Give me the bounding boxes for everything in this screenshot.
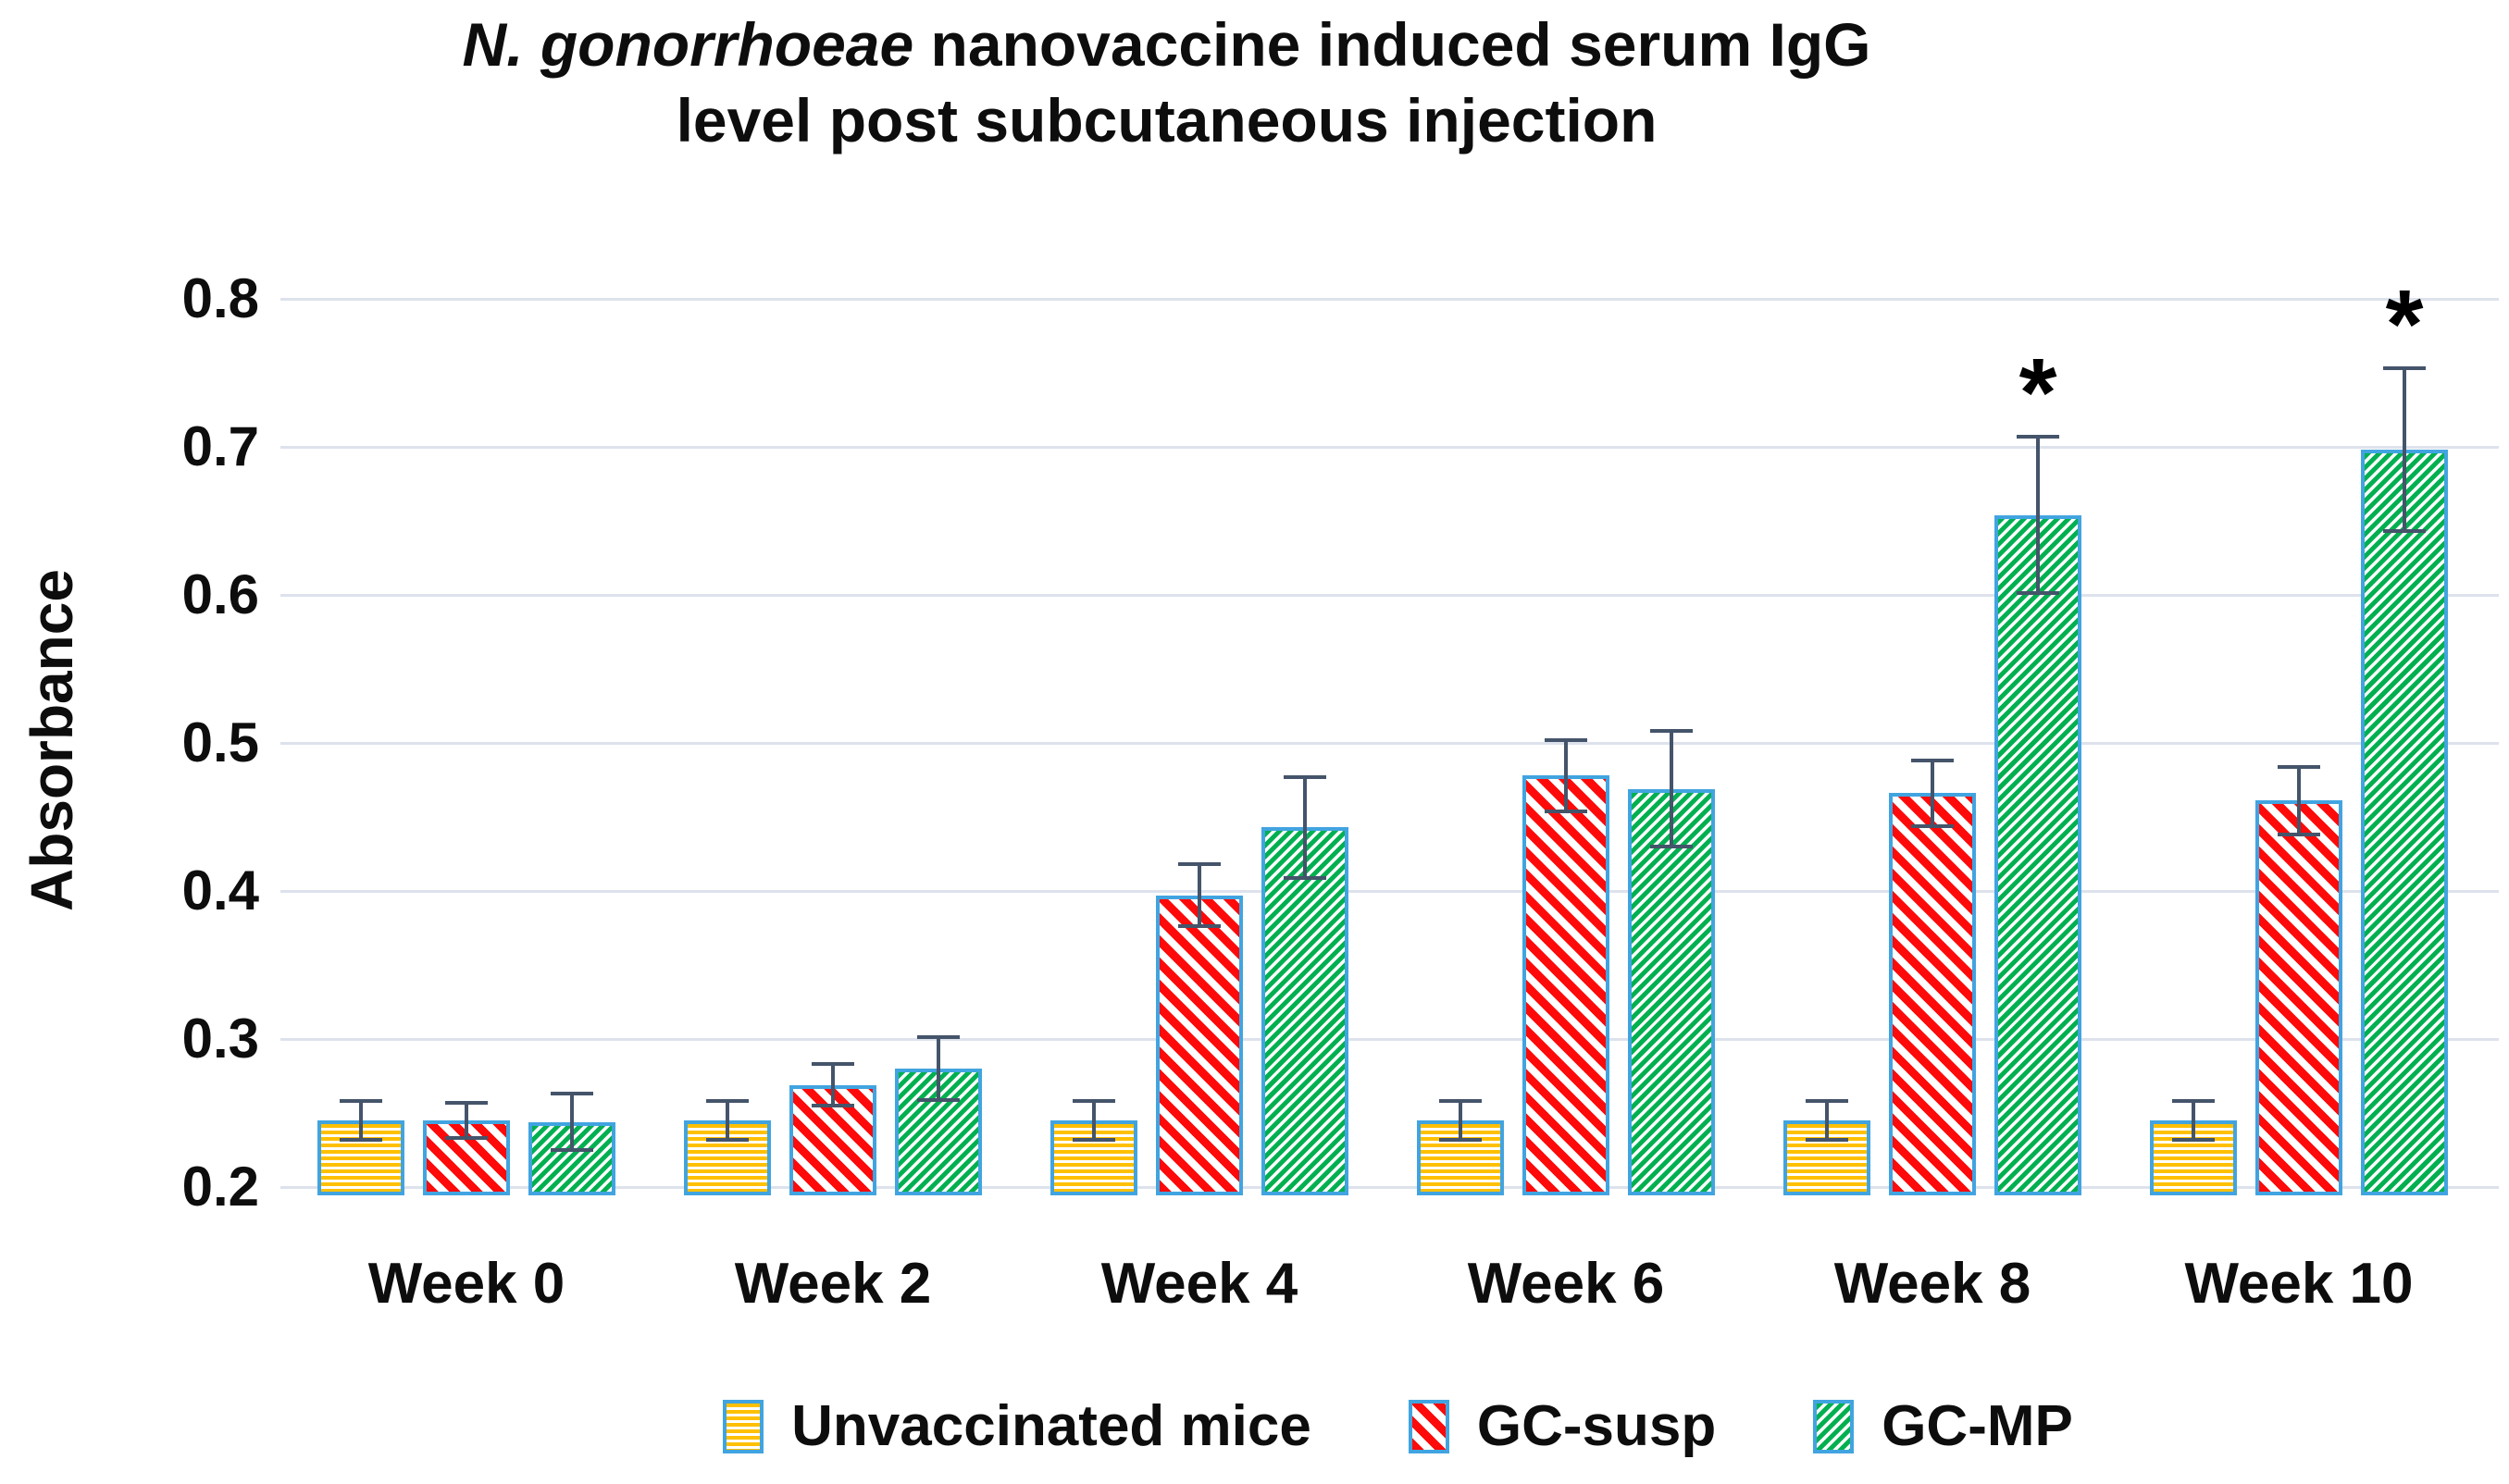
- x-tick-label-week-2: Week 2: [734, 1252, 932, 1316]
- legend-swatch-gc-susp-icon: [1408, 1399, 1449, 1453]
- gridline-0.5: [280, 741, 2499, 745]
- error-bar-cap-top-unvaccinated-mice-week-6: [1439, 1099, 1482, 1104]
- gridline-0.7: [280, 445, 2499, 449]
- error-bar-cap-top-gc-mp-week-8: [2017, 434, 2059, 439]
- bar-gc-susp-week-8: [1889, 793, 1976, 1195]
- gridline-0.6: [280, 593, 2499, 597]
- error-bar-gc-mp-week-10: [2403, 368, 2406, 532]
- error-bar-cap-top-gc-susp-week-0: [445, 1100, 488, 1105]
- error-bar-cap-top-unvaccinated-mice-week-4: [1073, 1099, 1115, 1104]
- error-bar-cap-top-gc-susp-week-10: [2278, 764, 2320, 769]
- chart-title-rest: nanovaccine induced serum IgG: [913, 10, 1871, 79]
- error-bar-cap-bottom-gc-mp-week-10: [2383, 529, 2426, 534]
- error-bar-gc-susp-week-0: [465, 1102, 468, 1139]
- error-bar-cap-bottom-unvaccinated-mice-week-2: [706, 1137, 749, 1142]
- error-bar-unvaccinated-mice-week-2: [726, 1101, 729, 1140]
- error-bar-cap-bottom-gc-susp-week-8: [1911, 823, 1954, 828]
- bar-gc-susp-week-10: [2255, 800, 2342, 1195]
- error-bar-gc-mp-week-0: [570, 1094, 574, 1150]
- legend-label-gc-susp: GC-susp: [1476, 1394, 1717, 1458]
- legend: Unvaccinated mice GC-susp GC-MP: [143, 1393, 2509, 1459]
- error-bar-unvaccinated-mice-week-4: [1092, 1101, 1096, 1140]
- significance-asterisk-week-10: *: [2385, 270, 2424, 379]
- gridline-0.8: [280, 297, 2499, 301]
- x-tick-label-week-10: Week 10: [2184, 1252, 2414, 1316]
- gridline-0.2: [280, 1185, 2499, 1189]
- error-bar-cap-top-gc-mp-week-0: [551, 1092, 593, 1096]
- error-bar-gc-susp-week-8: [1931, 761, 1934, 826]
- legend-item-gc-mp: GC-MP: [1813, 1393, 2073, 1459]
- legend-item-unvaccinated-mice: Unvaccinated mice: [723, 1393, 1311, 1459]
- error-bar-cap-bottom-gc-mp-week-6: [1650, 845, 1693, 848]
- bar-gc-mp-week-8: [1994, 514, 2081, 1195]
- error-bar-cap-bottom-gc-susp-week-0: [445, 1136, 488, 1141]
- bar-gc-mp-week-4: [1261, 827, 1348, 1195]
- error-bar-cap-bottom-unvaccinated-mice-week-8: [1806, 1137, 1848, 1142]
- error-bar-cap-top-unvaccinated-mice-week-0: [340, 1099, 382, 1104]
- error-bar-cap-top-gc-susp-week-8: [1911, 759, 1954, 763]
- y-tick-label-0.6: 0.6: [181, 563, 259, 625]
- legend-swatch-unvaccinated-mice-icon: [723, 1399, 764, 1453]
- error-bar-cap-top-gc-mp-week-4: [1284, 774, 1326, 779]
- error-bar-gc-mp-week-6: [1670, 731, 1673, 847]
- error-bar-cap-bottom-unvaccinated-mice-week-6: [1439, 1137, 1482, 1142]
- gridline-0.4: [280, 889, 2499, 893]
- error-bar-cap-top-gc-mp-week-2: [917, 1035, 960, 1040]
- error-bar-cap-bottom-gc-susp-week-6: [1545, 809, 1587, 813]
- error-bar-cap-top-unvaccinated-mice-week-8: [1806, 1099, 1848, 1104]
- error-bar-cap-bottom-unvaccinated-mice-week-0: [340, 1137, 382, 1142]
- y-tick-label-0.3: 0.3: [181, 1008, 259, 1070]
- error-bar-gc-susp-week-6: [1564, 739, 1568, 811]
- error-bar-cap-bottom-gc-susp-week-10: [2278, 833, 2320, 837]
- bar-gc-mp-week-10: [2361, 450, 2448, 1195]
- significance-asterisk-week-8: *: [2018, 338, 2057, 447]
- error-bar-cap-bottom-gc-mp-week-4: [1284, 875, 1326, 880]
- error-bar-cap-bottom-gc-mp-week-0: [551, 1148, 593, 1152]
- error-bar-cap-bottom-gc-mp-week-2: [917, 1097, 960, 1102]
- error-bar-cap-bottom-gc-mp-week-8: [2017, 591, 2059, 596]
- error-bar-gc-susp-week-2: [831, 1064, 835, 1106]
- y-tick-label-0.8: 0.8: [181, 267, 259, 329]
- y-tick-label-0.2: 0.2: [181, 1156, 259, 1218]
- chart-title-species-italic: N. gonorrhoeae: [462, 10, 914, 79]
- y-tick-label-0.5: 0.5: [181, 711, 259, 773]
- y-tick-label-0.4: 0.4: [181, 859, 259, 921]
- bar-gc-susp-week-6: [1522, 775, 1609, 1195]
- error-bar-gc-mp-week-2: [937, 1037, 940, 1100]
- legend-label-unvaccinated-mice: Unvaccinated mice: [791, 1394, 1311, 1458]
- error-bar-unvaccinated-mice-week-0: [359, 1101, 363, 1140]
- y-tick-label-0.7: 0.7: [181, 415, 259, 477]
- error-bar-cap-top-unvaccinated-mice-week-2: [706, 1099, 749, 1104]
- error-bar-cap-bottom-gc-susp-week-2: [812, 1104, 854, 1107]
- error-bar-gc-susp-week-4: [1198, 864, 1201, 927]
- error-bar-cap-top-gc-mp-week-10: [2383, 366, 2426, 371]
- error-bar-cap-top-gc-mp-week-6: [1650, 729, 1693, 734]
- error-bar-unvaccinated-mice-week-8: [1825, 1101, 1829, 1140]
- legend-swatch-gc-mp-icon: [1813, 1399, 1855, 1453]
- x-tick-label-week-0: Week 0: [367, 1252, 565, 1316]
- gridline-0.3: [280, 1037, 2499, 1041]
- legend-label-gc-mp: GC-MP: [1882, 1394, 2073, 1458]
- error-bar-cap-bottom-gc-susp-week-4: [1178, 924, 1221, 929]
- error-bar-cap-top-gc-susp-week-2: [812, 1062, 854, 1067]
- error-bar-unvaccinated-mice-week-6: [1459, 1101, 1462, 1140]
- error-bar-gc-susp-week-10: [2297, 766, 2301, 835]
- bar-gc-mp-week-6: [1628, 788, 1715, 1195]
- error-bar-cap-top-unvaccinated-mice-week-10: [2172, 1099, 2215, 1104]
- chart-title-line2: level post subcutaneous injection: [676, 86, 1658, 155]
- error-bar-cap-bottom-unvaccinated-mice-week-4: [1073, 1137, 1115, 1142]
- error-bar-unvaccinated-mice-week-10: [2192, 1101, 2195, 1140]
- bar-gc-susp-week-4: [1156, 895, 1243, 1195]
- chart-title-line1: N. gonorrhoeae nanovaccine induced serum…: [0, 9, 2333, 80]
- error-bar-gc-mp-week-4: [1303, 776, 1307, 878]
- x-tick-label-week-4: Week 4: [1100, 1252, 1298, 1316]
- error-bar-gc-mp-week-8: [2036, 436, 2040, 594]
- legend-item-gc-susp: GC-susp: [1408, 1393, 1717, 1459]
- error-bar-cap-top-gc-susp-week-4: [1178, 862, 1221, 867]
- error-bar-cap-top-gc-susp-week-6: [1545, 737, 1587, 742]
- x-tick-label-week-8: Week 8: [1833, 1252, 2031, 1316]
- x-tick-label-week-6: Week 6: [1467, 1252, 1665, 1316]
- error-bar-cap-bottom-unvaccinated-mice-week-10: [2172, 1137, 2215, 1142]
